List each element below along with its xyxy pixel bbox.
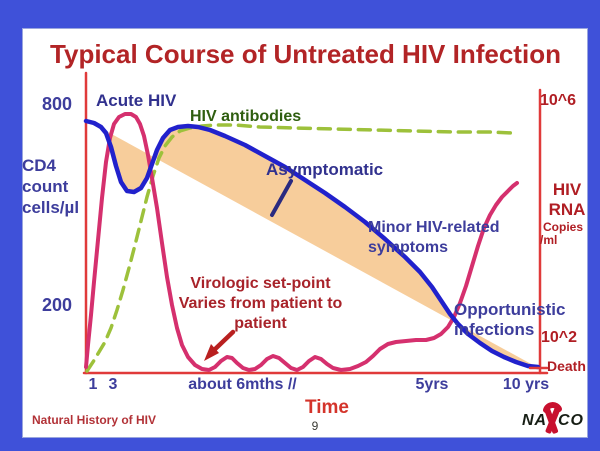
annotation-minor-symptoms-line2: symptoms — [368, 239, 449, 256]
cd4-axis-label-line3: cells/µl — [22, 198, 80, 217]
cd4-axis-label: CD4 count cells/µl — [22, 155, 79, 218]
annotation-acute-hiv: Acute HIV — [96, 91, 177, 110]
annotation-hiv-antibodies: HIV antibodies — [190, 108, 302, 125]
naco-logo-left: NA — [522, 412, 548, 429]
y-left-tick-200: 200 — [41, 295, 72, 315]
y-left-tick-800: 800 — [41, 94, 72, 114]
x-axis-title-time: Time — [304, 397, 349, 418]
footer-title: Natural History of HIV — [32, 413, 157, 427]
x-tick-6mths: about 6mths // — [188, 376, 297, 393]
x-tick-10yrs: 10 yrs — [502, 376, 550, 393]
annotation-virologic-line3: patient — [234, 315, 287, 332]
y-right-tick-10e2: 10^2 — [541, 329, 578, 346]
annotation-virologic-line2: Varies from patient to — [178, 295, 343, 312]
cd4-axis-label-line1: CD4 — [22, 156, 57, 175]
page-number: 9 — [311, 419, 319, 433]
death-label: Death — [547, 358, 586, 374]
x-tick-1: 1 — [88, 376, 98, 393]
x-tick-5yrs: 5yrs — [415, 376, 449, 393]
cd4-axis-label-line2: count — [22, 177, 69, 196]
annotation-opportunistic-line1: Opportunistic — [454, 300, 566, 319]
right-axis-unit-ml: /ml — [540, 233, 558, 247]
annotation-virologic-setpoint: Virologic set-point Varies from patient … — [158, 274, 363, 334]
y-right-tick-10e6: 10^6 — [540, 92, 577, 109]
right-axis-label-line2: RNA — [548, 200, 586, 219]
annotation-minor-symptoms: Minor HIV-related symptoms — [368, 218, 500, 258]
annotation-asymptomatic: Asymptomatic — [266, 160, 384, 179]
x-tick-3: 3 — [108, 376, 118, 393]
naco-logo-right: CO — [558, 412, 584, 429]
right-axis-label-line1: HIV — [552, 180, 582, 199]
right-axis-label-hiv-rna: HIV RNA — [544, 180, 590, 220]
annotation-minor-symptoms-line1: Minor HIV-related — [368, 219, 500, 236]
annotation-virologic-line1: Virologic set-point — [190, 275, 331, 292]
page-title: Typical Course of Untreated HIV Infectio… — [50, 39, 561, 69]
right-axis-unit-copies: Copies — [543, 220, 584, 234]
